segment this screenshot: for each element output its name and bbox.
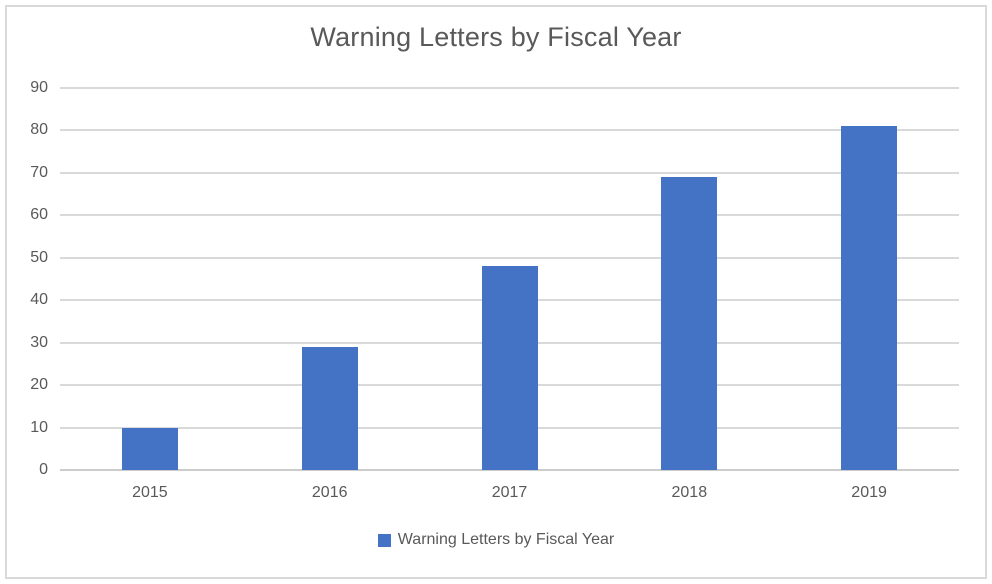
plot-area: 0 10 20 30 40 50 60 70 80 90 2015 2016 2017 2018 2019 (30, 79, 959, 501)
chart-title: Warning Letters by Fiscal Year (310, 22, 682, 52)
legend-marker-swatch (377, 533, 391, 547)
x-axis-label-2016: 2016 (311, 484, 348, 501)
gridline (60, 256, 959, 259)
y-axis-tick-label: 40 (30, 291, 48, 309)
y-axis-tick-label: 80 (30, 121, 48, 139)
x-axis-label-2015: 2015 (132, 484, 168, 501)
y-axis-tick-label: 90 (30, 79, 48, 96)
y-axis-tick-label: 50 (30, 248, 48, 266)
legend-label: Warning Letters by Fiscal Year (397, 531, 615, 548)
bar-2015 (121, 427, 178, 470)
y-axis-tick-label: 20 (30, 376, 48, 394)
y-axis-tick-label: 30 (30, 333, 48, 351)
legend: Warning Letters by Fiscal Year (0, 531, 992, 549)
y-axis-tick-label: 0 (39, 461, 48, 478)
bar-2017 (481, 266, 538, 470)
x-axis-label-2018: 2018 (671, 484, 708, 501)
bar-2019 (841, 126, 898, 470)
y-axis-tick-label: 70 (30, 163, 48, 181)
gridline (60, 171, 959, 174)
bar-2018 (661, 177, 718, 470)
y-axis-tick-label: 60 (30, 206, 48, 224)
gridline (60, 129, 959, 132)
x-axis-label-2017: 2017 (491, 484, 528, 501)
bar-2016 (301, 346, 358, 470)
y-axis-tick-label: 10 (30, 418, 48, 436)
gridline (60, 214, 959, 217)
gridline (60, 87, 959, 89)
x-axis-line (60, 469, 959, 471)
x-axis-label-2019: 2019 (851, 484, 887, 501)
